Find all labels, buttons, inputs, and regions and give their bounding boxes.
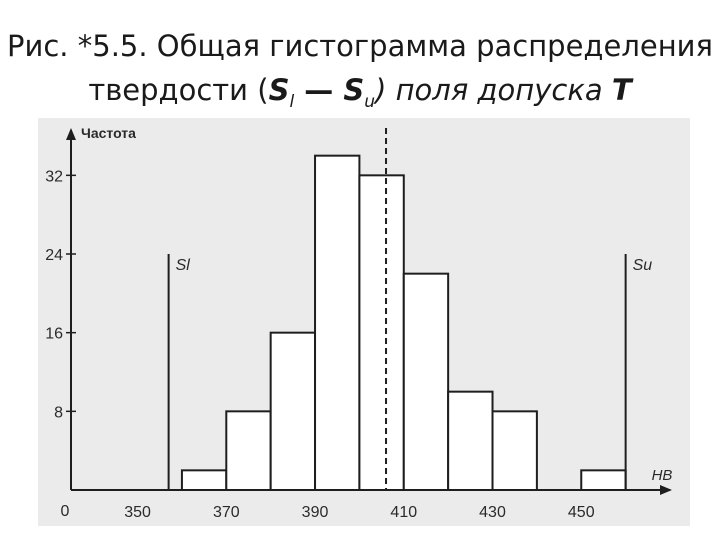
y-tick-label-0: 8	[54, 404, 63, 421]
histogram-bar-4	[358, 174, 405, 491]
figure-caption: Рис. *5.5. Общая гистограмма распределен…	[0, 24, 720, 124]
caption-line-2: твердости (Sl — Su) поля допуска T	[0, 68, 720, 124]
x-axis-arrow	[660, 485, 672, 495]
limit-label-su: Su	[633, 257, 653, 274]
caption-sub-l: l	[289, 91, 295, 112]
histogram-bar-6	[447, 390, 494, 491]
caption-s-lower: S	[268, 73, 290, 107]
caption-text-b: ) поля допуска	[375, 73, 612, 107]
y-tick-label-3: 32	[45, 168, 63, 185]
origin-label: 0	[61, 503, 70, 520]
y-axis-title: Частота	[81, 125, 136, 141]
x-tick-label-0: 350	[124, 504, 151, 521]
x-tick-label-4: 430	[479, 504, 506, 521]
caption-text-a: твердости (	[88, 73, 269, 107]
caption-line-1: Рис. *5.5. Общая гистограмма распределен…	[7, 29, 713, 63]
x-axis-title: НВ	[652, 467, 673, 484]
histogram-bar-5	[402, 272, 450, 491]
caption-t: T	[611, 73, 632, 107]
caption-dash: —	[294, 73, 344, 107]
limit-label-sl: Sl	[176, 257, 191, 274]
histogram-bar-3	[314, 154, 361, 492]
y-axis-arrow	[66, 128, 76, 140]
caption-sub-u: u	[364, 91, 376, 112]
x-tick-label-5: 450	[568, 504, 595, 521]
y-tick-label-2: 24	[45, 247, 63, 264]
x-tick-label-3: 410	[390, 504, 417, 521]
x-tick-label-2: 390	[302, 504, 329, 521]
histogram-figure: 8 16 24 32 350 370 390 410 430 450 0 Частота НВ Sl Su	[38, 118, 690, 526]
y-tick-label-1: 16	[45, 326, 63, 343]
histogram-bar-0	[180, 469, 228, 492]
histogram-bar-7	[491, 410, 538, 492]
x-tick-label-1: 370	[213, 504, 240, 521]
histogram-bar-8	[580, 469, 627, 492]
histogram-chart: 8 16 24 32 350 370 390 410 430 450 0 Частота НВ Sl Su	[45, 125, 673, 521]
histogram-bar-1	[225, 410, 272, 492]
caption-s-upper: S	[343, 73, 365, 107]
histogram-bar-2	[269, 331, 317, 491]
